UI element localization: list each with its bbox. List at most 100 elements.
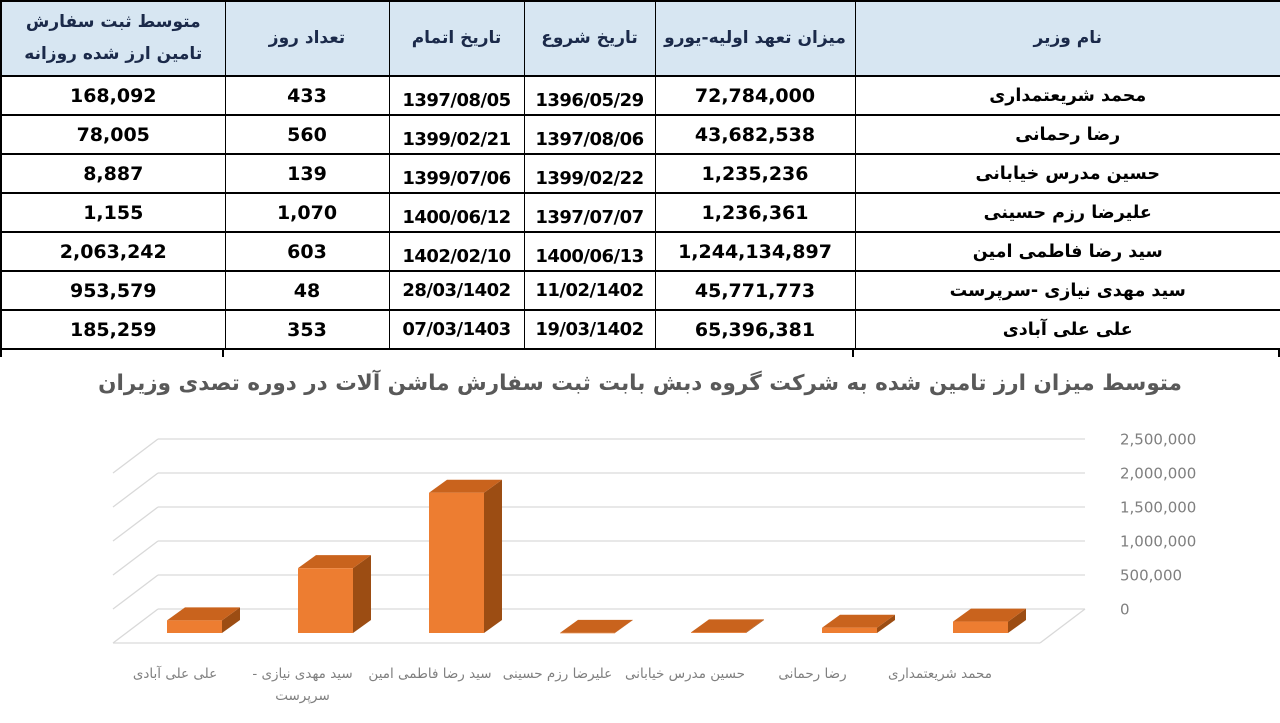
bar-side-face bbox=[222, 607, 240, 633]
cell-start-date: 1396/05/29 bbox=[523, 75, 656, 116]
cell-initial-commitment: 43,682,538 bbox=[654, 114, 856, 155]
cell-end-date: 1399/02/21 bbox=[388, 114, 525, 155]
cell-initial-commitment: 1,236,361 bbox=[654, 192, 856, 233]
bar-top-face bbox=[691, 619, 764, 633]
bar-front-face bbox=[298, 568, 353, 633]
cell-minister-name: رضا رحمانی bbox=[854, 114, 1280, 155]
bar-top-face bbox=[298, 555, 371, 569]
cell-start-date: 11/02/1402 bbox=[523, 270, 656, 311]
cell-minister-name: سید رضا فاطمی امین bbox=[854, 231, 1280, 272]
cell-daily-average: 2,063,242 bbox=[0, 231, 226, 272]
cell-initial-commitment: 72,784,000 bbox=[654, 75, 856, 116]
table-edge-stub bbox=[852, 348, 854, 357]
cell-daily-average: 1,155 bbox=[0, 192, 226, 233]
col-header-day-count: تعداد روز bbox=[224, 0, 390, 77]
cell-day-count: 433 bbox=[224, 75, 390, 116]
category-label: رضا رحمانی bbox=[778, 666, 846, 682]
gridline-side bbox=[112, 608, 159, 644]
cell-end-date: 07/03/1403 bbox=[388, 309, 525, 350]
chart-title: متوسط میزان ارز تامین شده به شرکت گروه د… bbox=[98, 371, 1182, 396]
gridline-side bbox=[112, 472, 159, 508]
bar-chart-3d: 0 500,000 1,000,000 1,500,000 2,000,000 2,500… bbox=[112, 431, 1196, 704]
y-tick-label: 0 bbox=[1120, 601, 1130, 619]
cell-end-date: 1402/02/10 bbox=[388, 231, 525, 272]
cell-day-count: 1,070 bbox=[224, 192, 390, 233]
cell-day-count: 353 bbox=[224, 309, 390, 350]
header-row: نام وزیر میزان تعهد اولیه-یورو تاریخ شرو… bbox=[0, 0, 1280, 77]
cell-start-date: 1400/06/13 bbox=[523, 231, 656, 272]
y-tick-label: 500,000 bbox=[1120, 567, 1182, 585]
table-row: علی علی آبادی 65,396,381 19/03/1402 07/0… bbox=[0, 309, 1280, 350]
bar-top-face bbox=[167, 607, 240, 621]
col-header-minister-name: نام وزیر bbox=[854, 0, 1280, 77]
cell-minister-name: سید مهدی نیازی -سرپرست bbox=[854, 270, 1280, 311]
y-tick-label: 1,500,000 bbox=[1120, 499, 1196, 517]
category-label: سرپرست bbox=[275, 688, 330, 704]
bar-front-face bbox=[429, 492, 484, 633]
category-label: حسین مدرس خیابانی bbox=[625, 666, 745, 682]
cell-initial-commitment: 1,244,134,897 bbox=[654, 231, 856, 272]
bar-side-face bbox=[353, 555, 371, 633]
cell-end-date: 1399/07/06 bbox=[388, 153, 525, 194]
cell-day-count: 48 bbox=[224, 270, 390, 311]
category-label: علیرضا رزم حسینی bbox=[503, 666, 612, 682]
bar-front-face bbox=[167, 620, 222, 633]
cell-initial-commitment: 1,235,236 bbox=[654, 153, 856, 194]
y-tick-label: 2,000,000 bbox=[1120, 465, 1196, 483]
cell-end-date: 1397/08/05 bbox=[388, 75, 525, 116]
gridline-side bbox=[112, 574, 159, 610]
cell-start-date: 1397/08/06 bbox=[523, 114, 656, 155]
cell-start-date: 19/03/1402 bbox=[523, 309, 656, 350]
bar-side-face bbox=[484, 479, 502, 633]
bar-side-face bbox=[1008, 608, 1026, 633]
table-row: علیرضا رزم حسینی 1,236,361 1397/07/07 14… bbox=[0, 192, 1280, 233]
ministers-table: نام وزیر میزان تعهد اولیه-یورو تاریخ شرو… bbox=[0, 0, 1280, 350]
cell-initial-commitment: 65,396,381 bbox=[654, 309, 856, 350]
cell-day-count: 603 bbox=[224, 231, 390, 272]
bar-side-face bbox=[746, 619, 764, 633]
cell-day-count: 560 bbox=[224, 114, 390, 155]
cell-minister-name: علی علی آبادی bbox=[854, 309, 1280, 350]
bar-front-face bbox=[691, 632, 746, 633]
table-edge-stub bbox=[0, 348, 2, 357]
category-label: سید مهدی نیازی - bbox=[252, 666, 352, 682]
table-edge-stub bbox=[1278, 348, 1280, 357]
cell-start-date: 1399/02/22 bbox=[523, 153, 656, 194]
bar-side-face bbox=[877, 614, 895, 633]
cell-end-date: 1400/06/12 bbox=[388, 192, 525, 233]
cell-daily-average: 8,887 bbox=[0, 153, 226, 194]
cell-minister-name: علیرضا رزم حسینی bbox=[854, 192, 1280, 233]
table-header: نام وزیر میزان تعهد اولیه-یورو تاریخ شرو… bbox=[0, 0, 1280, 77]
cell-minister-name: حسین مدرس خیابانی bbox=[854, 153, 1280, 194]
col-header-initial-commitment: میزان تعهد اولیه-یورو bbox=[654, 0, 856, 77]
table-row: محمد شریعتمداری 72,784,000 1396/05/29 13… bbox=[0, 75, 1280, 116]
cell-daily-average: 953,579 bbox=[0, 270, 226, 311]
cell-daily-average: 78,005 bbox=[0, 114, 226, 155]
col-header-daily-average: متوسط ثبت سفارش تامین ارز شده روزانه bbox=[0, 0, 226, 77]
gridline-side bbox=[112, 438, 159, 474]
bar-top-face bbox=[822, 614, 895, 628]
cell-daily-average: 168,092 bbox=[0, 75, 226, 116]
category-label: سید رضا فاطمی امین bbox=[368, 666, 491, 682]
cell-start-date: 1397/07/07 bbox=[523, 192, 656, 233]
col-header-start-date: تاریخ شروع bbox=[523, 0, 656, 77]
cell-initial-commitment: 45,771,773 bbox=[654, 270, 856, 311]
floor-right-edge bbox=[1039, 608, 1086, 644]
bar-front-face bbox=[822, 627, 877, 633]
bar-front-face bbox=[953, 621, 1008, 633]
bar-top-face bbox=[953, 608, 1026, 622]
cell-day-count: 139 bbox=[224, 153, 390, 194]
table-row: رضا رحمانی 43,682,538 1397/08/06 1399/02… bbox=[0, 114, 1280, 155]
col-header-end-date: تاریخ اتمام bbox=[388, 0, 525, 77]
y-tick-label: 2,500,000 bbox=[1120, 431, 1196, 449]
bar-side-face bbox=[615, 619, 633, 633]
category-label: محمد شریعتمداری bbox=[888, 666, 992, 682]
table-body: محمد شریعتمداری 72,784,000 1396/05/29 13… bbox=[0, 75, 1280, 350]
gridline-side bbox=[112, 506, 159, 542]
table-row: حسین مدرس خیابانی 1,235,236 1399/02/22 1… bbox=[0, 153, 1280, 194]
gridline-side bbox=[112, 540, 159, 576]
cell-end-date: 28/03/1402 bbox=[388, 270, 525, 311]
category-label: علی علی آبادی bbox=[133, 665, 217, 682]
table-row: سید رضا فاطمی امین 1,244,134,897 1400/06… bbox=[0, 231, 1280, 272]
